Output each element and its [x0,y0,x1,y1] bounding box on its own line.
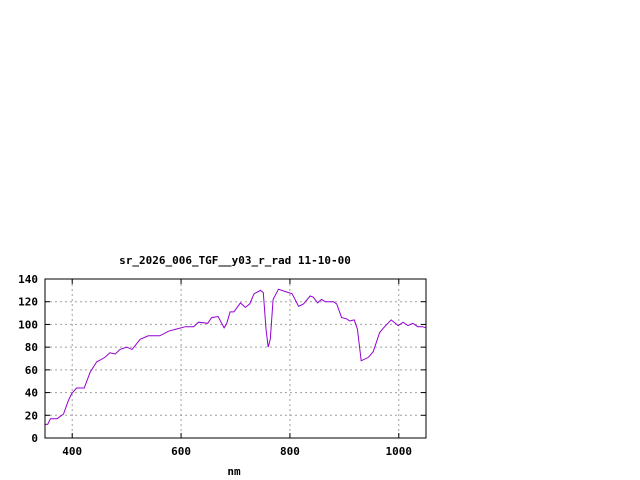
y-tick-label: 0 [31,432,38,445]
y-tick-label: 100 [18,318,38,331]
x-tick-label: 600 [171,445,191,458]
x-tick-label: 400 [62,445,82,458]
x-tick-label: 800 [280,445,300,458]
grid [45,279,426,438]
x-tick-label: 1000 [386,445,413,458]
axis-ticks: 0 20 40 60 80 100 120 140 400 600 800 1000 [18,273,426,458]
y-tick-label: 60 [25,364,38,377]
plot-frame [44,278,427,439]
x-axis-label: nm [227,465,241,478]
chart-title: sr_2026_006_TGF__y03_r_rad 11-10-00 [119,254,351,267]
y-tick-label: 140 [18,273,38,286]
y-tick-label: 40 [25,387,38,400]
y-tick-label: 120 [18,296,38,309]
y-tick-label: 80 [25,341,38,354]
y-tick-label: 20 [25,409,38,422]
series-line [45,288,427,425]
